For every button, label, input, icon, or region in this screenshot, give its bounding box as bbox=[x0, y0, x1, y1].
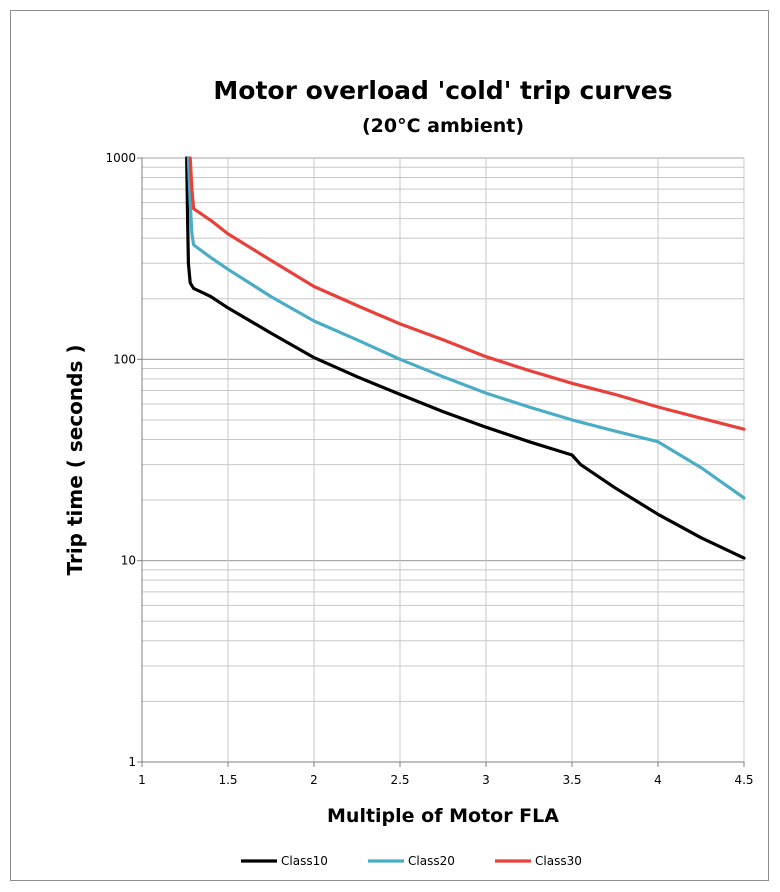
x-tick-label: 3 bbox=[482, 773, 490, 787]
legend-label-class30: Class30 bbox=[535, 854, 582, 868]
legend: Class10 Class20 Class30 bbox=[241, 854, 582, 868]
chart-subtitle: (20°C ambient) bbox=[362, 115, 524, 137]
y-tick-label: 10 bbox=[121, 554, 136, 568]
y-tick-label: 1 bbox=[128, 755, 136, 769]
tick-labels: 1 1.5 2 2.5 3 3.5 4 4.5 1 10 100 1000 bbox=[105, 151, 753, 787]
legend-label-class10: Class10 bbox=[281, 854, 328, 868]
grid-lines bbox=[141, 157, 745, 763]
x-tick-label: 4.5 bbox=[734, 773, 753, 787]
axes bbox=[137, 157, 745, 767]
x-tick-label: 1.5 bbox=[218, 773, 237, 787]
series-line-class20 bbox=[186, 156, 746, 500]
y-axis-title: Trip time ( seconds ) bbox=[63, 345, 87, 576]
chart-area bbox=[10, 10, 769, 881]
x-tick-label: 2 bbox=[310, 773, 318, 787]
x-tick-label: 3.5 bbox=[562, 773, 581, 787]
chart-title: Motor overload 'cold' trip curves bbox=[213, 76, 672, 105]
y-tick-label: 1000 bbox=[105, 151, 136, 165]
series-line-class10 bbox=[185, 156, 746, 560]
legend-label-class20: Class20 bbox=[408, 854, 455, 868]
x-axis-title: Multiple of Motor FLA bbox=[327, 805, 559, 827]
data-series bbox=[185, 156, 746, 560]
series-line-class30 bbox=[188, 156, 746, 431]
x-tick-label: 4 bbox=[654, 773, 662, 787]
x-tick-label: 1 bbox=[138, 773, 146, 787]
x-tick-label: 2.5 bbox=[390, 773, 409, 787]
y-tick-label: 100 bbox=[113, 352, 136, 366]
